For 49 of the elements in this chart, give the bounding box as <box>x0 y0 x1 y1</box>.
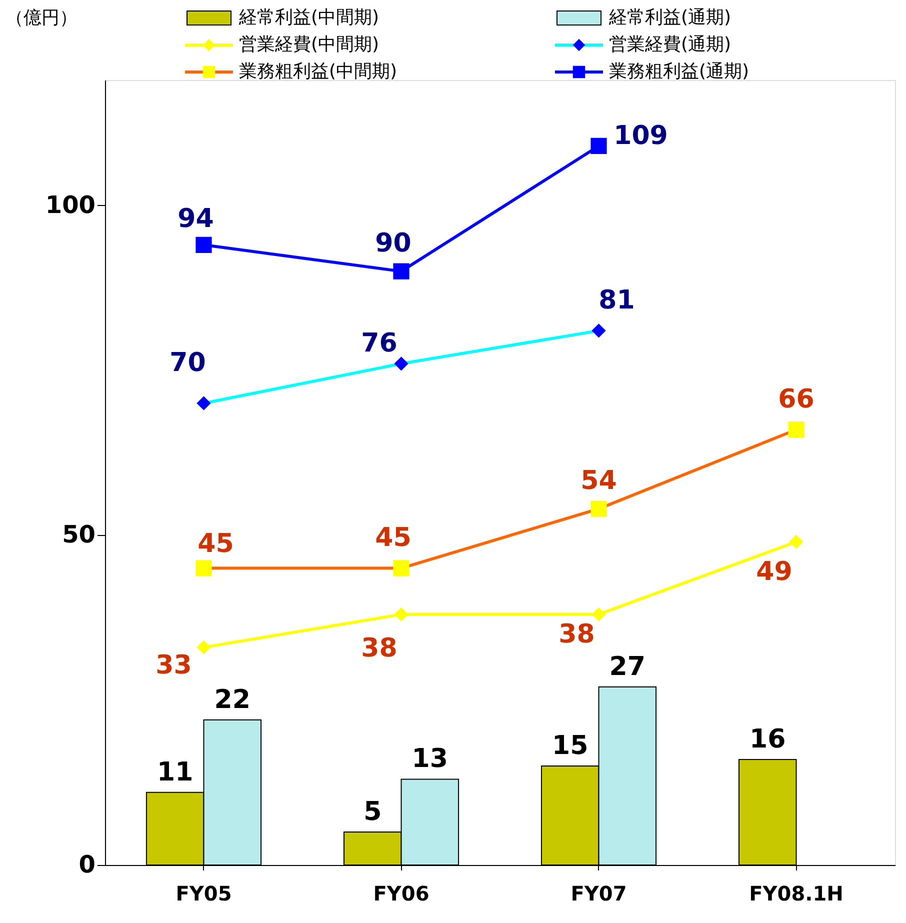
x-tick-label: FY08.1H <box>749 882 844 906</box>
data-label: 109 <box>614 120 668 151</box>
data-label: 22 <box>214 684 250 715</box>
data-label: 54 <box>580 466 617 496</box>
data-label: 13 <box>412 744 448 774</box>
data-label: 33 <box>156 650 192 680</box>
point <box>590 138 607 154</box>
point <box>592 324 606 338</box>
point <box>196 236 212 253</box>
legend-label: 経常利益(中間期) <box>238 7 380 28</box>
data-label: 38 <box>558 619 595 650</box>
point <box>393 560 410 576</box>
data-label: 49 <box>756 556 792 587</box>
data-label: 76 <box>361 328 398 359</box>
data-label: 66 <box>778 384 814 415</box>
data-label: 15 <box>552 731 588 762</box>
data-label: 81 <box>598 286 635 316</box>
y-axis-title: （億円） <box>6 8 78 28</box>
data-label: 45 <box>375 523 412 554</box>
x-tick-label: FY06 <box>373 882 430 906</box>
point <box>590 500 607 517</box>
legend-label: 営業経費(通期) <box>609 34 732 55</box>
point <box>788 422 804 438</box>
point <box>196 640 211 654</box>
point <box>592 607 606 622</box>
legend-label: 業務粗利益(中間期) <box>239 61 398 82</box>
point <box>789 534 804 549</box>
data-label: 94 <box>178 204 214 234</box>
point <box>196 396 211 410</box>
legend-label: 営業経費(中間期) <box>239 34 380 55</box>
y-tick-label: 100 <box>45 190 96 219</box>
data-label: 16 <box>750 724 786 754</box>
x-tick-label: FY07 <box>570 882 627 906</box>
point <box>394 607 408 622</box>
y-tick-label: 0 <box>78 850 96 878</box>
y-tick-label: 50 <box>62 520 96 549</box>
legend-label: 経常利益(通期) <box>608 7 732 28</box>
data-label: 11 <box>157 757 194 788</box>
data-label: 27 <box>609 652 646 682</box>
data-label: 38 <box>361 633 398 664</box>
data-label: 45 <box>198 529 234 560</box>
point <box>196 560 212 576</box>
data-label: 70 <box>170 348 206 378</box>
data-label: 5 <box>364 797 382 828</box>
point <box>394 356 408 371</box>
data-label: 90 <box>375 228 412 258</box>
point <box>393 263 410 280</box>
legend-label: 業務粗利益(通期) <box>609 61 750 82</box>
x-tick-label: FY05 <box>176 882 232 906</box>
